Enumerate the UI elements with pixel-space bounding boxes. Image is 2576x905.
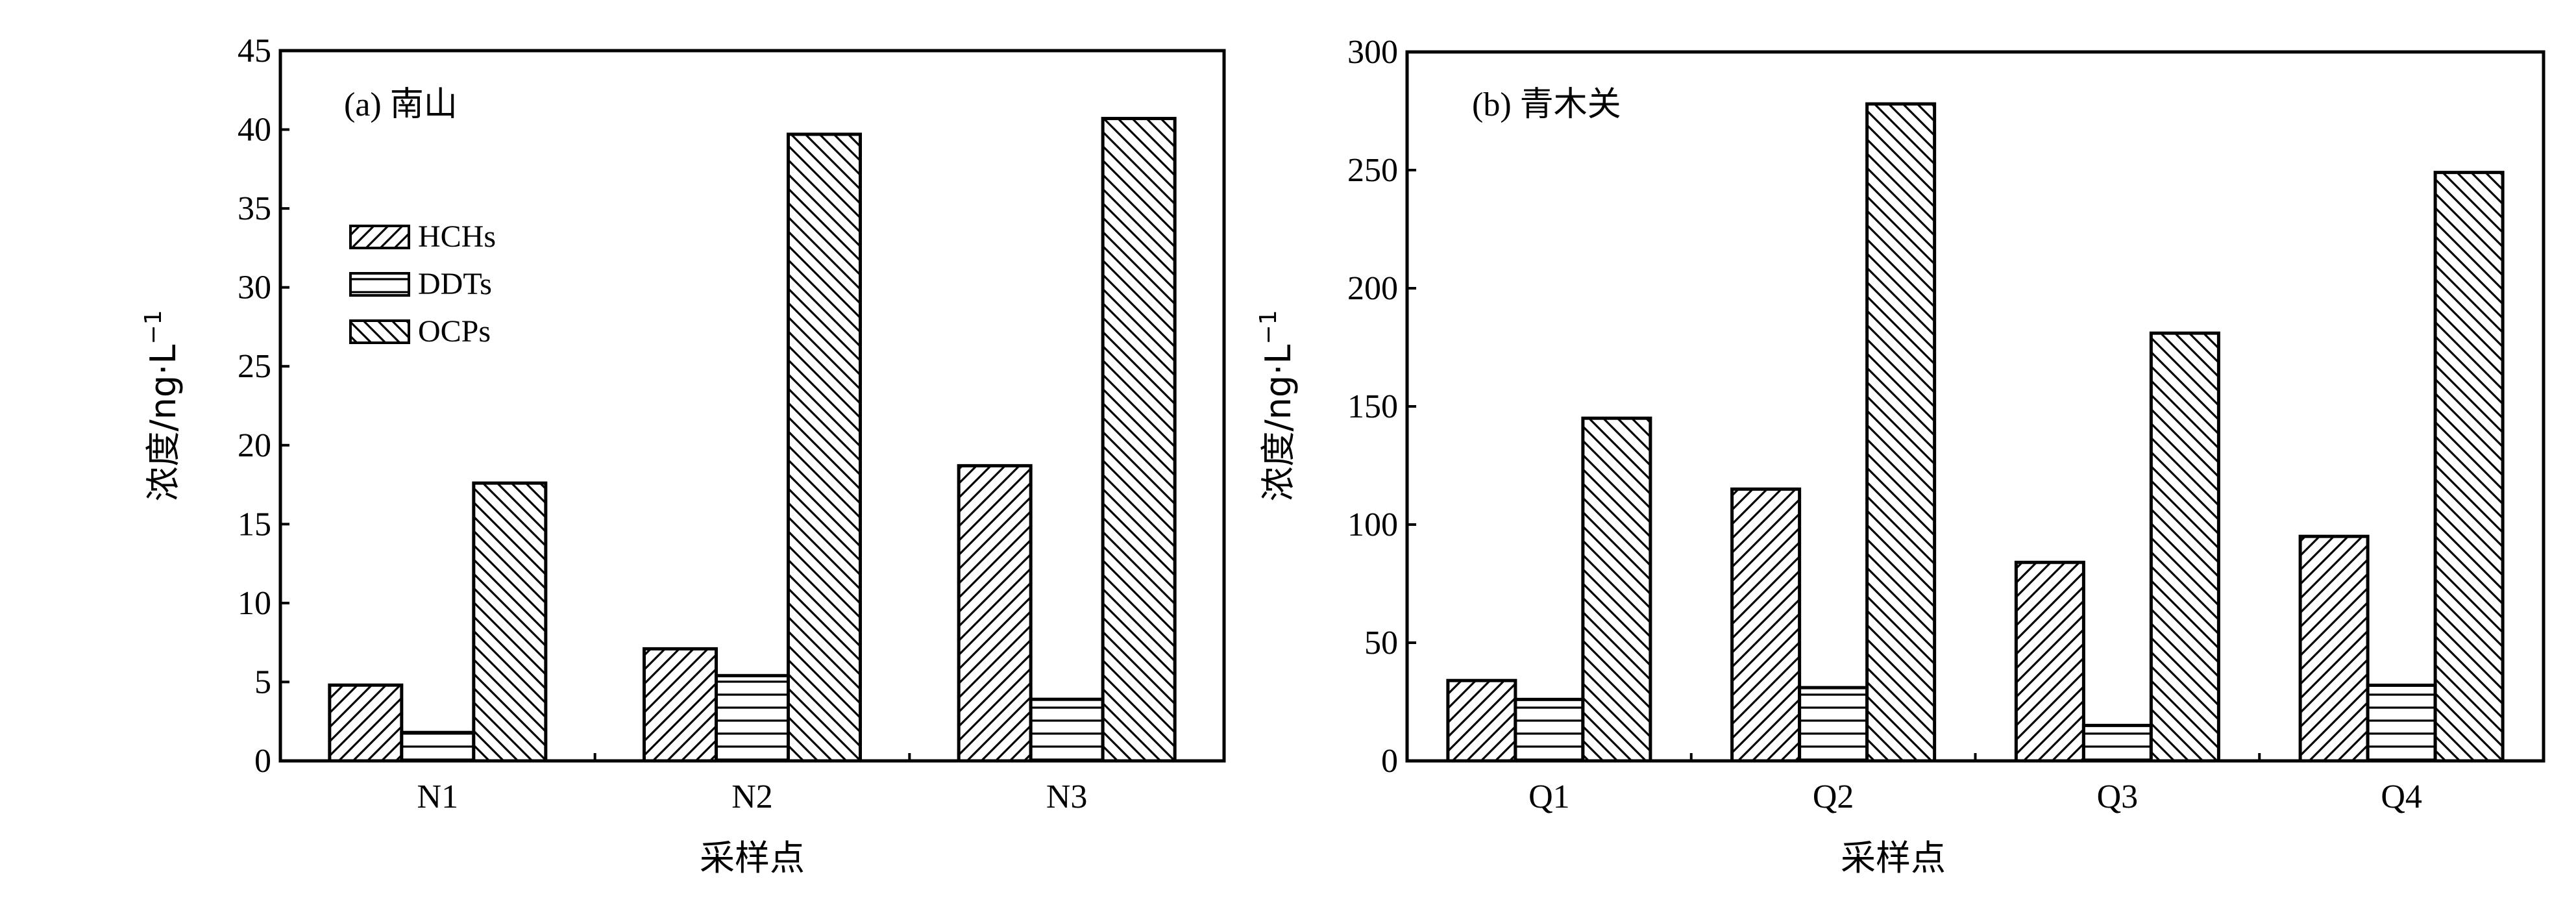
legend-label-hchs: HCHs <box>418 219 496 254</box>
chart-panel-b: (b) 青木关 采样点 浓度/ng·L−1 0 50 100 150 200 250 300… <box>1255 34 2545 878</box>
x-tick-label: Q4 <box>2381 778 2422 815</box>
bar-ocps-q3 <box>2149 331 2220 763</box>
x-axis-title: 采样点 <box>1841 837 1946 878</box>
bar-hchs-q4 <box>2298 534 2370 763</box>
axis-group: 0 50 100 150 200 250 300 Q1 Q2 Q3 Q4 <box>1347 34 2422 815</box>
legend-label-ddts: DDTs <box>418 267 492 301</box>
legend-swatch-ocps <box>349 319 410 344</box>
y-tick-label: 5 <box>254 663 271 700</box>
bar-hchs-n2 <box>643 647 718 763</box>
legend-label-ocps: OCPs <box>418 314 491 349</box>
bar-ocps-q4 <box>2433 171 2505 763</box>
y-tick-label: 0 <box>254 743 271 780</box>
x-tick-label: Q3 <box>2097 778 2139 815</box>
bar-ddts-n3 <box>1029 697 1105 763</box>
y-tick-label: 0 <box>1381 743 1398 780</box>
y-axis-title: 浓度/ng·L−1 <box>1255 310 1299 501</box>
bar-ddts-n2 <box>715 674 790 763</box>
y-axis-title-text: 浓度/ng·L <box>143 345 184 502</box>
y-tick-label: 35 <box>238 190 271 227</box>
bar-ocps-q2 <box>1865 102 1937 763</box>
y-tick-label: 300 <box>1347 34 1398 71</box>
x-tick-label: Q2 <box>1813 778 1854 815</box>
bar-ddts-q1 <box>1514 697 1585 763</box>
bars-group <box>328 117 1177 763</box>
bar-hchs-n3 <box>957 464 1033 763</box>
y-tick-label: 50 <box>1364 625 1398 662</box>
bar-ddts-n1 <box>400 730 476 763</box>
y-tick-label: 20 <box>238 427 271 464</box>
y-tick-label: 10 <box>238 585 271 622</box>
x-tick-label: N1 <box>417 778 459 815</box>
plot-frame <box>1405 50 2545 763</box>
bar-ddts-q2 <box>1798 686 1869 763</box>
x-tick-label: N3 <box>1046 778 1088 815</box>
y-axis-title-text: 浓度/ng·L <box>1258 345 1299 502</box>
x-tick-label: Q1 <box>1528 778 1570 815</box>
bar-hchs-q2 <box>1730 487 1802 763</box>
legend-swatch-ddts <box>349 272 410 297</box>
bar-ddts-q3 <box>2081 723 2153 763</box>
bar-hchs-q1 <box>1446 678 1517 763</box>
panel-label: (a) 南山 <box>344 86 458 123</box>
y-axis-title-unit-exponent: −1 <box>140 310 167 344</box>
x-axis-title: 采样点 <box>700 837 805 878</box>
bar-hchs-n1 <box>328 683 404 763</box>
axis-group: 0 5 10 15 20 25 30 35 40 45 N1 N2 N3 <box>238 32 1087 815</box>
bar-ocps-n2 <box>787 132 862 763</box>
y-tick-label: 25 <box>238 348 271 385</box>
legend-swatch-hchs <box>349 225 410 249</box>
panel-label: (b) 青木关 <box>1472 86 1621 123</box>
plot-frame <box>278 49 1226 763</box>
bar-ddts-q4 <box>2366 684 2437 763</box>
bars-group <box>1446 102 2505 763</box>
y-tick-label: 30 <box>238 269 271 306</box>
y-tick-label: 250 <box>1347 152 1398 189</box>
y-tick-label: 45 <box>238 32 271 69</box>
y-tick-label: 40 <box>238 112 271 149</box>
y-tick-label: 100 <box>1347 506 1398 543</box>
y-tick-label: 150 <box>1347 388 1398 425</box>
bar-ocps-n1 <box>472 481 548 763</box>
y-tick-label: 200 <box>1347 270 1398 307</box>
x-tick-label: N2 <box>731 778 773 815</box>
y-axis-title: 浓度/ng·L−1 <box>140 310 184 501</box>
y-tick-label: 15 <box>238 506 271 543</box>
bar-ocps-n3 <box>1101 117 1177 763</box>
legend: HCHs DDTs OCPs <box>349 219 496 349</box>
bar-hchs-q3 <box>2014 560 2085 763</box>
y-axis-title-unit-exponent: −1 <box>1255 310 1282 344</box>
chart-panel-a: (a) 南山 采样点 浓度/ng·L−1 0 5 10 15 20 25 30 35 40 45 N… <box>140 32 1226 878</box>
bar-ocps-q1 <box>1581 416 1652 763</box>
